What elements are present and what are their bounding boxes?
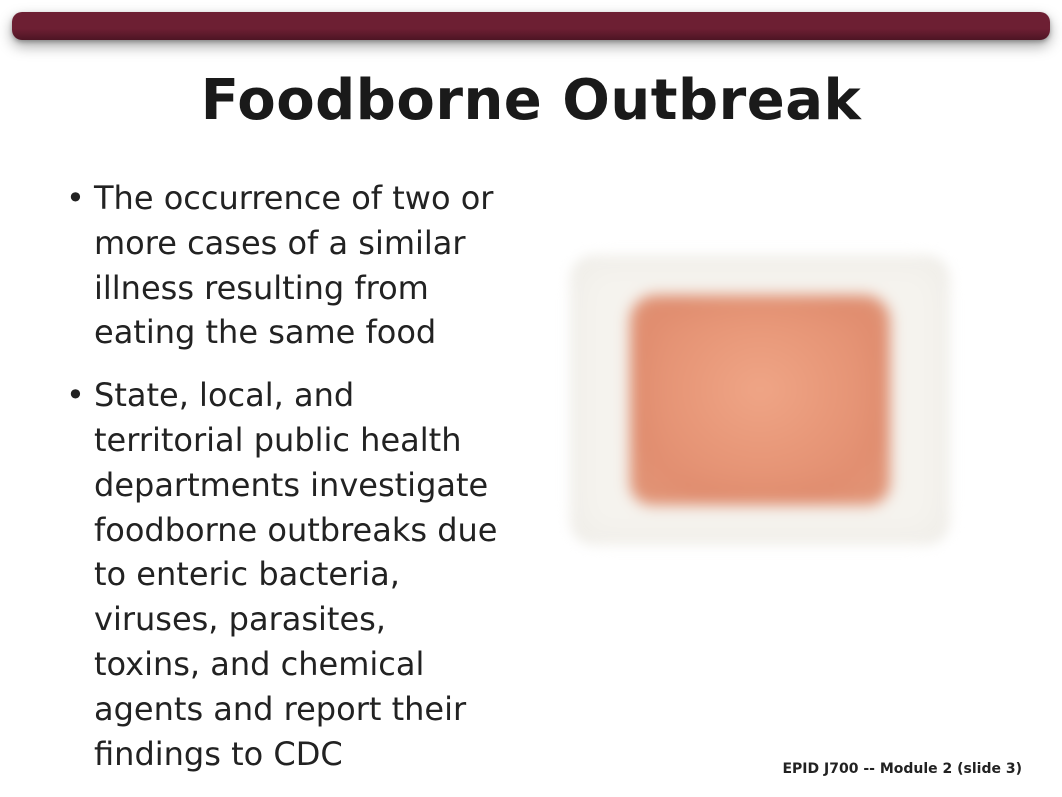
top-accent-bar	[12, 12, 1050, 40]
slide-footer: EPID J700 -- Module 2 (slide 3)	[782, 761, 1022, 777]
food-tray-graphic	[570, 255, 950, 545]
slide: Foodborne Outbreak The occurrence of two…	[0, 0, 1062, 797]
bullet-item: The occurrence of two or more cases of a…	[60, 176, 500, 355]
slide-title: Foodborne Outbreak	[0, 68, 1062, 133]
content-image	[540, 230, 980, 570]
food-item-graphic	[630, 295, 890, 505]
bullet-item: State, local, and territorial public hea…	[60, 373, 500, 776]
bullet-list-container: The occurrence of two or more cases of a…	[60, 176, 500, 794]
bullet-list: The occurrence of two or more cases of a…	[60, 176, 500, 776]
